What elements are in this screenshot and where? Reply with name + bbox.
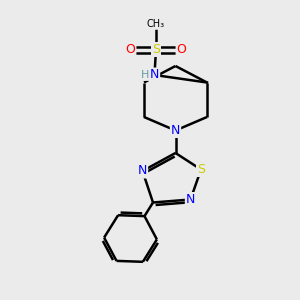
Text: N: N [171, 124, 180, 137]
Text: S: S [152, 43, 160, 56]
Text: O: O [177, 43, 186, 56]
Text: CH₃: CH₃ [147, 19, 165, 29]
Text: O: O [126, 43, 135, 56]
Text: N: N [138, 164, 147, 178]
Text: N: N [186, 193, 195, 206]
Text: H: H [141, 70, 149, 80]
Text: S: S [197, 163, 205, 176]
Text: N: N [150, 68, 159, 82]
